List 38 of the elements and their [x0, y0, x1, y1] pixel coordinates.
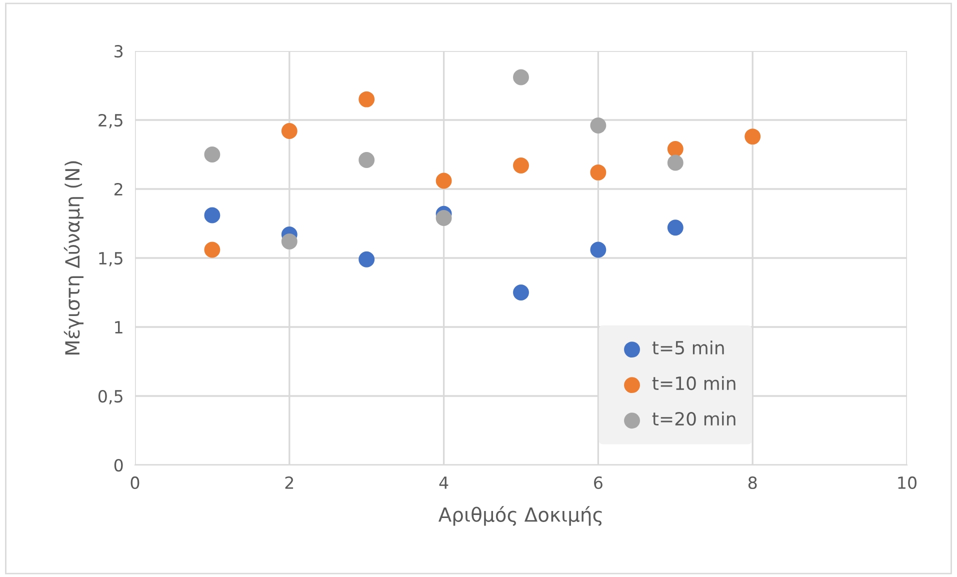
y-tick-label: 2,5 [98, 114, 122, 128]
legend-label: t=10 min [652, 376, 736, 390]
point [436, 172, 452, 189]
point [744, 128, 761, 145]
point [204, 242, 220, 258]
y-axis-title: Μέγιστη Δύναμη (N) [64, 161, 84, 354]
point [590, 164, 606, 180]
point [667, 154, 684, 171]
point [204, 146, 220, 162]
point [358, 91, 375, 108]
x-axis-title: Αριθμός Δοκιμής [438, 506, 602, 526]
x-tick-label: 0 [130, 476, 140, 490]
y-tick-label: 1 [115, 321, 122, 334]
y-tick-label: 3 [114, 44, 123, 58]
point [436, 210, 452, 226]
x-tick-label: 10 [898, 476, 916, 490]
y-tick-label: 0 [114, 458, 123, 472]
point [281, 233, 298, 250]
legend-label: t=20 min [652, 412, 736, 426]
point [513, 69, 529, 86]
point [590, 242, 606, 258]
y-tick-label: 1,5 [99, 252, 122, 266]
y-tick-label: 2 [114, 182, 122, 196]
point [281, 123, 298, 140]
point [358, 152, 375, 168]
point [513, 284, 529, 300]
x-tick-label: 6 [594, 476, 602, 490]
point [667, 220, 684, 236]
legend-label: t=5 min [652, 340, 724, 355]
point [358, 251, 375, 268]
point [513, 158, 529, 174]
point [204, 207, 220, 224]
y-tick-label: 0,5 [98, 390, 122, 404]
point [590, 118, 606, 134]
point [667, 141, 684, 157]
x-tick-label: 2 [285, 476, 294, 489]
x-tick-label: 8 [748, 476, 757, 490]
x-tick-label: 4 [439, 476, 448, 489]
